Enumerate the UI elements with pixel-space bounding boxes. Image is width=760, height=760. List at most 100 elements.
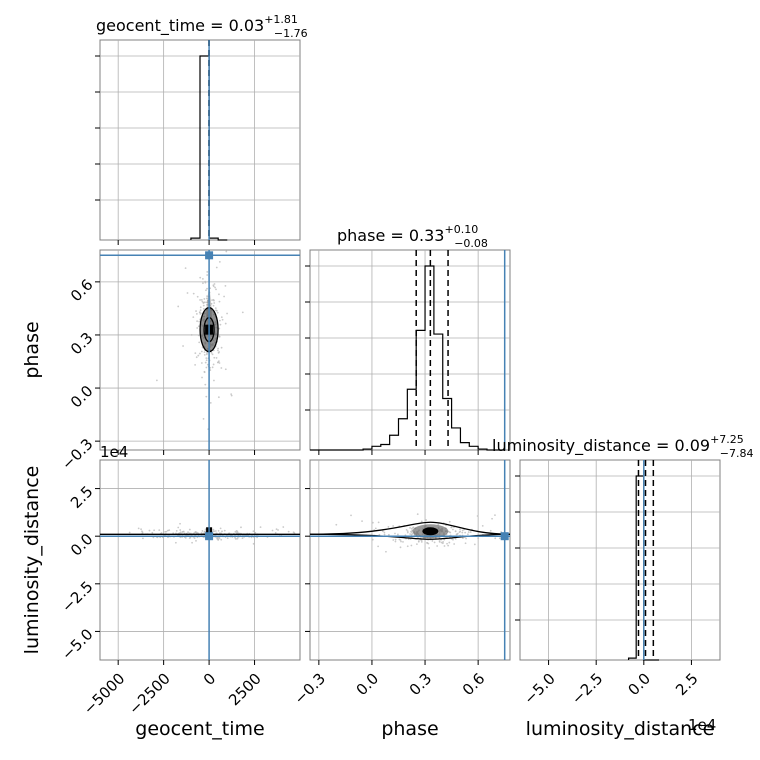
sample-point — [405, 528, 408, 531]
sample-point — [205, 395, 208, 398]
sample-point — [402, 540, 404, 543]
sample-point — [398, 538, 401, 541]
sample-point — [151, 531, 154, 534]
sample-point — [137, 527, 140, 530]
sample-point — [252, 530, 255, 533]
sample-point — [160, 532, 163, 534]
sample-point — [494, 537, 497, 540]
sample-point — [212, 363, 215, 366]
sample-point — [206, 299, 209, 302]
sample-point — [217, 347, 219, 350]
sample-point — [230, 394, 233, 397]
y-tick-label: −5.0 — [58, 625, 96, 663]
sample-point — [213, 302, 216, 304]
y-tick-label: 0.3 — [67, 329, 97, 359]
sample-point — [218, 319, 221, 322]
sample-point — [254, 531, 257, 534]
grid-x — [117, 40, 255, 240]
title-luminosity-distance: luminosity_distance = 0.09+7.25 −7.84 — [492, 433, 754, 460]
sample-point — [335, 523, 338, 526]
sample-point — [212, 298, 215, 301]
sample-point — [410, 527, 413, 530]
sample-point — [220, 316, 223, 319]
x-tick-label: −0.3 — [291, 670, 329, 708]
sample-point — [387, 526, 390, 528]
sample-point — [214, 286, 216, 289]
sample-point — [440, 541, 443, 544]
sample-point — [201, 300, 204, 303]
sample-point — [381, 530, 384, 533]
sample-point — [200, 362, 203, 364]
sample-point — [491, 517, 493, 520]
contour-core — [422, 527, 439, 536]
sample-point — [271, 529, 274, 532]
sample-point — [287, 530, 290, 533]
sample-point — [203, 353, 206, 356]
sample-point — [182, 345, 184, 347]
sample-point — [184, 536, 187, 539]
sample-point — [140, 528, 142, 531]
sample-point — [211, 366, 214, 369]
sample-point — [181, 531, 184, 533]
sample-point — [377, 521, 380, 524]
sample-point — [392, 539, 395, 541]
sample-point — [218, 293, 220, 296]
sample-point — [274, 531, 277, 534]
y-tick-label: 0.0 — [67, 382, 97, 412]
x-tick-label: −5000 — [80, 670, 129, 719]
sample-point — [201, 278, 204, 280]
sample-point — [158, 529, 161, 532]
sample-point — [450, 526, 453, 529]
sample-point — [216, 349, 219, 352]
sample-point — [190, 334, 193, 336]
sample-point — [456, 532, 459, 535]
sample-point — [371, 538, 374, 541]
sample-point — [241, 537, 244, 540]
sample-point — [394, 532, 396, 535]
sample-point — [205, 359, 208, 362]
sample-point — [174, 541, 177, 544]
sample-point — [197, 334, 200, 337]
sample-point — [406, 531, 409, 534]
sample-point — [204, 383, 207, 386]
sample-point — [256, 536, 258, 539]
x-tick-label: 0.6 — [459, 670, 489, 700]
sample-point — [443, 545, 446, 547]
sample-point — [399, 546, 402, 549]
sample-point — [416, 543, 418, 546]
panel-frame — [99, 39, 301, 241]
sample-point — [201, 376, 203, 379]
sample-point — [521, 523, 523, 525]
sample-point — [197, 354, 200, 357]
sample-point — [206, 295, 208, 298]
sample-point — [223, 529, 226, 532]
sample-point — [214, 307, 217, 310]
sample-point — [427, 542, 430, 545]
sample-point — [235, 538, 237, 540]
sample-point — [192, 292, 195, 295]
sample-point — [206, 363, 209, 366]
sample-point — [409, 533, 412, 535]
sample-point — [202, 282, 204, 285]
sample-point — [199, 309, 202, 312]
scatter-geocent-time-vs-luminosity-distance: −5.0 −2.5 0.0 2.5 −5000−2500 0 2500 — [58, 459, 301, 719]
sample-point — [195, 356, 198, 359]
grid-y — [100, 488, 300, 632]
sample-point — [179, 531, 182, 534]
sample-point — [199, 311, 201, 314]
sample-point — [237, 532, 239, 534]
sample-point — [234, 531, 237, 533]
sample-point — [225, 250, 228, 253]
sample-point — [224, 322, 227, 325]
sample-point — [219, 323, 222, 326]
sample-point — [459, 528, 461, 531]
panel-contents — [100, 460, 300, 660]
sample-point — [188, 528, 191, 531]
panel-contents — [310, 460, 560, 660]
sample-point — [277, 529, 279, 531]
histogram-step — [627, 475, 660, 661]
grid-y — [310, 265, 510, 411]
sample-point — [195, 539, 197, 542]
sample-point — [217, 536, 219, 539]
sample-point — [558, 538, 560, 540]
